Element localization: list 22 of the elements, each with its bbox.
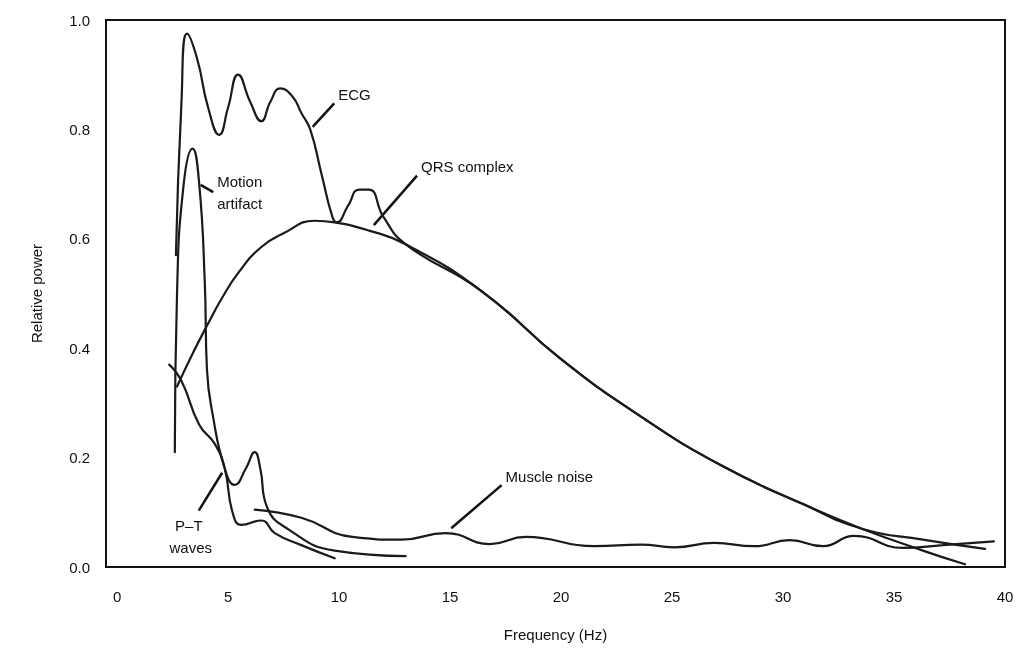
x-tick-label: 20	[552, 588, 570, 605]
x-axis-title: Frequency (Hz)	[503, 626, 608, 643]
text: ECG	[338, 85, 371, 103]
series-label: P–T waves	[168, 517, 213, 557]
y-tick-label: 0.0	[69, 558, 90, 576]
legend-label: Motion artifact	[217, 172, 267, 212]
text: QRS complex	[421, 158, 515, 176]
x-tick-label: 5	[223, 588, 233, 605]
y-tick-label: 0.4	[69, 339, 90, 357]
y-axis-title: Relative power	[28, 243, 45, 344]
y-tick-label: 1.0	[69, 11, 90, 29]
x-tick-label: 10	[330, 588, 348, 605]
x-tick-label: 25	[663, 588, 681, 605]
y-tick-label: 0.6	[69, 230, 90, 248]
x-tick-label: 15	[441, 588, 459, 605]
x-tick-label: 30	[774, 588, 792, 605]
y-tick-label: 0.8	[69, 120, 90, 138]
x-tick-label: 0	[112, 588, 122, 605]
y-tick-label: 0.2	[69, 449, 90, 467]
x-tick-label: 40	[996, 588, 1014, 605]
text: Muscle noise	[505, 467, 594, 485]
x-tick-label: 35	[885, 588, 903, 605]
